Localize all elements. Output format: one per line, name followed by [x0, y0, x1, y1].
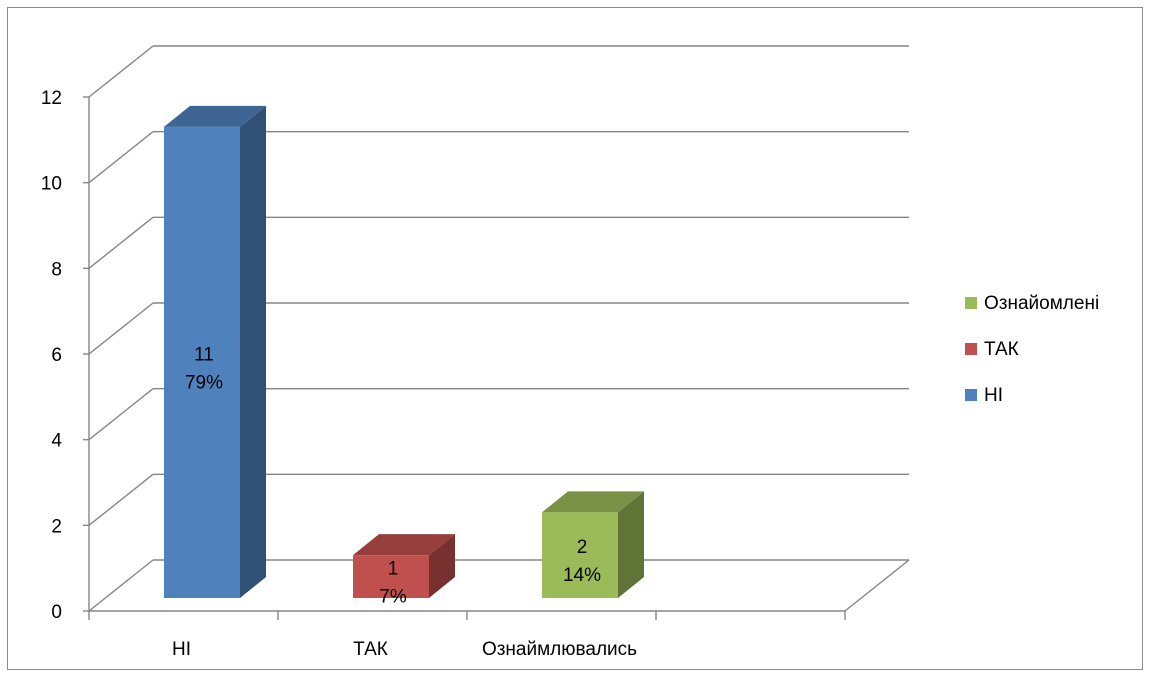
- y-tick-label: 4: [51, 431, 62, 452]
- gridline-side: [89, 303, 153, 354]
- x-tick-label: ТАК: [353, 639, 388, 660]
- y-tick-label: 0: [51, 602, 62, 623]
- gridline-side: [89, 132, 153, 183]
- y-tick-label: 2: [51, 516, 62, 537]
- data-label-percent: 14%: [563, 565, 601, 586]
- legend-swatch: [965, 389, 977, 401]
- legend-label: НІ: [984, 385, 1003, 406]
- x-tick-label: НІ: [172, 639, 191, 660]
- gridline-side: [89, 474, 153, 525]
- y-tick-label: 10: [41, 174, 62, 195]
- x-tick-label: Ознаймлювались: [482, 639, 637, 660]
- data-label-value: 1: [388, 559, 399, 580]
- bar-0: [164, 106, 266, 598]
- legend-label: Ознайомлені: [984, 293, 1099, 314]
- data-label-percent: 7%: [379, 587, 407, 608]
- data-label-value: 11: [194, 344, 214, 365]
- bar-side: [240, 106, 266, 598]
- y-tick-label: 6: [51, 345, 62, 366]
- y-tick-label: 8: [51, 259, 62, 280]
- y-tick-label: 12: [41, 88, 62, 109]
- gridline-side: [89, 560, 153, 611]
- data-label-value: 2: [577, 537, 588, 558]
- legend-label: ТАК: [984, 339, 1019, 360]
- legend-swatch: [965, 297, 977, 309]
- gridline-side: [89, 389, 153, 440]
- legend: Ознайомлені ТАК НІ: [965, 293, 1099, 406]
- gridline-side: [89, 217, 153, 268]
- gridline-side: [89, 46, 153, 97]
- floor-edge: [845, 560, 909, 611]
- data-label-percent: 79%: [185, 372, 223, 393]
- bar-layer: [164, 106, 644, 598]
- legend-swatch: [965, 343, 977, 355]
